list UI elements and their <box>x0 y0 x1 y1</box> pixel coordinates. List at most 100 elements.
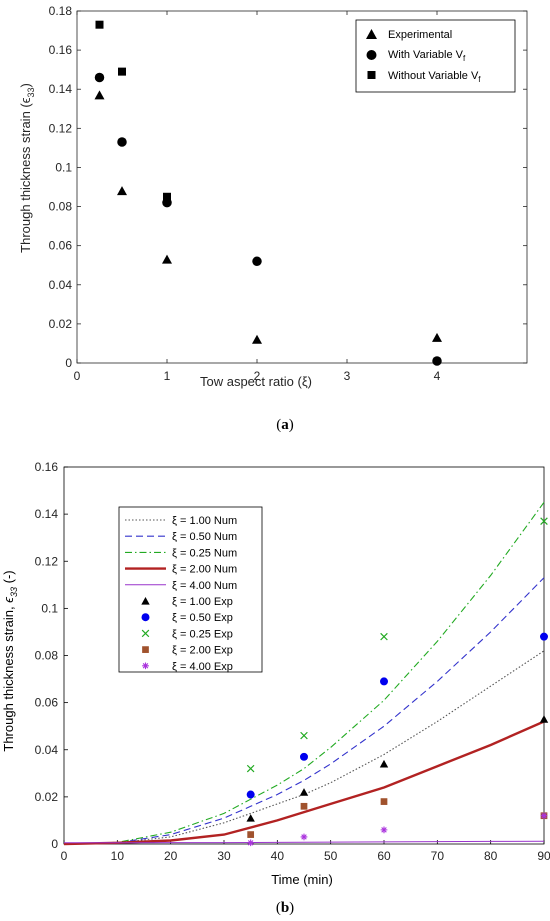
chart-b-legend-entry: ξ = 1.00 Exp <box>141 596 233 608</box>
chart-b-asterisk-point-1 <box>300 833 308 841</box>
chart-b-square-point-1 <box>300 802 308 810</box>
chart-a-ticks: 0 1 2 3 4 0 0.02 0.04 0.06 0.08 0.1 0.12 0.14 0.16 0.1… <box>49 4 527 383</box>
chart-a-triangle-point-0 <box>94 90 105 100</box>
legend-circle-marker <box>366 50 377 60</box>
chart-b-y-tick-label: 0 <box>51 837 58 851</box>
chart-a-series-circle <box>94 72 442 366</box>
chart-b-legend-label: ξ = 1.00 Exp <box>172 596 233 608</box>
chart-b-triangle-point-2 <box>379 759 389 768</box>
chart-b-line-dashed <box>63 577 545 845</box>
chart-b-caption: (b) <box>276 900 294 916</box>
chart-b-x-point-3 <box>540 517 548 525</box>
chart-b-series-circle <box>246 632 548 799</box>
chart-b-square-point-2 <box>380 798 388 805</box>
chart-b-y-tick-label: 0.08 <box>35 649 59 663</box>
chart-b-y-tick-label: 0.1 <box>41 601 58 615</box>
chart-b-line-solid-thick <box>63 720 545 846</box>
chart-b-legend-entry: ξ = 0.25 Exp <box>141 628 233 640</box>
chart-b-series-square <box>247 798 548 838</box>
chart-b-square-point-0 <box>247 831 255 838</box>
chart-b-legend-entry: ξ = 0.25 Num <box>125 547 237 559</box>
chart-b-legend-label: ξ = 0.50 Exp <box>172 612 233 624</box>
legend-square-marker <box>367 71 376 79</box>
chart-b-triangle-point-0 <box>246 814 255 822</box>
chart-b-circle-point-1 <box>300 752 308 761</box>
chart-a-circle-point-0 <box>94 72 105 83</box>
chart-a-y-tick-label: 0 <box>65 356 72 370</box>
chart-b-legend-entry: ξ = 4.00 Num <box>125 580 237 592</box>
chart-b-y-tick-label: 0.04 <box>35 743 59 757</box>
chart-b-x-tick-label: 70 <box>431 849 445 863</box>
chart-b-asterisk-point-2 <box>380 826 388 834</box>
chart-b-legend-entries: ξ = 1.00 Num ξ = 0.50 Num ξ = 0.25 Num ξ = … <box>125 515 237 673</box>
chart-a-legend: Experimental With Variable Vf Without Va… <box>355 19 516 93</box>
chart-b-series-triangle <box>246 715 549 822</box>
chart-a-triangle-point-4 <box>432 332 442 342</box>
chart-a-circle-point-1 <box>117 137 127 147</box>
chart-a-y-tick-label: 0.1 <box>55 160 72 174</box>
chart-b-legend-entry: ξ = 2.00 Exp <box>142 645 233 657</box>
chart-a-legend-box <box>355 19 516 93</box>
chart-b: 0 10 20 30 40 50 60 70 80 90 0 0.02 0.04 0.06 0.08 0.1 0… <box>1 460 550 916</box>
chart-b-x-tick-label: 30 <box>217 849 231 863</box>
chart-b-x-tick-label: 40 <box>271 849 285 863</box>
chart-a-square-point-1 <box>118 67 126 76</box>
chart-b-x-tick-label: 0 <box>61 849 68 863</box>
chart-b-x-tick-label: 50 <box>324 849 338 863</box>
chart-b-x-tick-label: 80 <box>484 849 498 863</box>
chart-b-asterisk-point-3 <box>540 812 548 820</box>
chart-a-y-tick-label: 0.04 <box>49 278 73 292</box>
legend-entry-without-variable: Without Variable Vf <box>367 70 481 84</box>
chart-b-y-tick-label: 0.06 <box>35 696 59 710</box>
chart-a-square-point-2 <box>163 192 171 201</box>
chart-a-y-tick-label: 0.06 <box>49 239 73 253</box>
chart-b-legend-box <box>118 506 263 673</box>
chart-b-x-tick-label: 10 <box>111 849 125 863</box>
chart-b-legend-triangle-point-5 <box>141 597 150 605</box>
chart-b-legend-label: ξ = 2.00 Exp <box>172 645 233 657</box>
chart-a-x-tick-label: 3 <box>344 369 351 383</box>
chart-a-y-tick-label: 0.08 <box>49 200 73 214</box>
chart-a-triangle-point-3 <box>252 334 262 344</box>
chart-b-legend-label: ξ = 2.00 Num <box>172 564 237 576</box>
chart-b-circle-point-0 <box>246 790 255 799</box>
chart-a-triangle-point-2 <box>162 254 172 264</box>
chart-b-legend-label: ξ = 1.00 Num <box>172 515 237 527</box>
chart-b-line-dashdot <box>63 501 545 845</box>
chart-b-legend-entry: ξ = 0.50 Exp <box>141 612 233 624</box>
chart-a-y-tick-label: 0.14 <box>49 82 73 96</box>
chart-b-asterisk-point-0 <box>247 839 255 847</box>
chart-a-y-tick-label: 0.18 <box>49 4 73 18</box>
chart-b-ticks: 0 10 20 30 40 50 60 70 80 90 0 0.02 0.04 0.06 0.08 0.1 0… <box>35 460 550 863</box>
chart-b-line-dotted <box>63 650 545 845</box>
chart-a-x-tick-label: 0 <box>74 369 81 383</box>
legend-label-with-variable: With Variable Vf <box>388 49 466 63</box>
chart-b-legend-x-point-7 <box>141 629 150 638</box>
legend-triangle-marker <box>366 29 377 39</box>
legend-label-without-variable: Without Variable Vf <box>388 70 481 84</box>
chart-b-legend-circle-point-6 <box>141 613 150 622</box>
chart-a-x-tick-label: 2 <box>254 369 261 383</box>
chart-b-triangle-point-3 <box>539 715 549 723</box>
chart-b-legend-square-point-8 <box>142 646 149 653</box>
chart-a-triangle-point-1 <box>117 186 127 196</box>
chart-b-legend-entry: ξ = 0.50 Num <box>125 531 237 543</box>
chart-b-legend-label: ξ = 0.50 Num <box>172 531 237 543</box>
chart-b-legend-entry: ξ = 1.00 Num <box>125 515 237 527</box>
chart-a-axes <box>76 10 528 364</box>
chart-a-series-square <box>95 20 171 201</box>
chart-a-y-axis-label: Through thickness strain (ϵ33) <box>18 83 36 253</box>
chart-b-y-tick-label: 0.12 <box>35 554 59 568</box>
legend-entry-experimental: Experimental <box>366 29 452 41</box>
chart-b-x-tick-label: 90 <box>537 849 550 863</box>
chart-b-series-asterisk <box>247 812 548 847</box>
chart-b-x-point-0 <box>246 764 255 773</box>
chart-b-circle-point-2 <box>380 677 388 686</box>
chart-b-x-point-1 <box>300 731 308 740</box>
chart-b-legend-label: ξ = 4.00 Exp <box>172 661 233 673</box>
chart-a-y-tick-label: 0.12 <box>49 121 73 135</box>
chart-b-marks <box>246 517 549 847</box>
chart-a-x-tick-label: 4 <box>434 369 441 383</box>
chart-b-lines <box>63 501 545 846</box>
